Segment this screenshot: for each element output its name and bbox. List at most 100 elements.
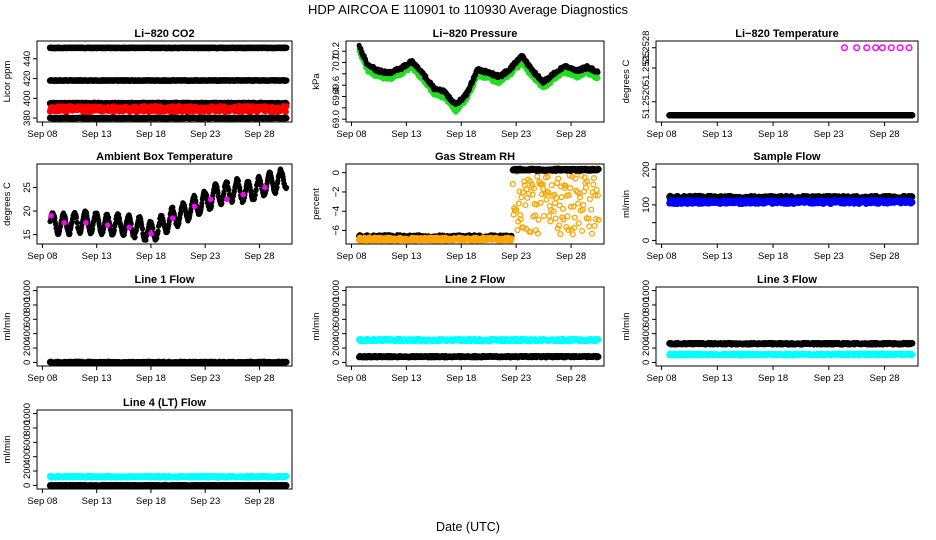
data-point <box>156 220 162 226</box>
x-tick-label: Sep 23 <box>190 129 220 140</box>
x-tick-label: Sep 13 <box>702 251 732 262</box>
data-point <box>556 202 563 209</box>
data-point <box>514 227 521 234</box>
data-point <box>224 180 231 186</box>
data-point <box>555 175 562 182</box>
data-point <box>896 44 904 52</box>
y-tick-label: 20 <box>22 206 33 217</box>
x-tick-label: Sep 28 <box>244 129 274 140</box>
data-point <box>586 196 593 203</box>
data-point <box>543 196 550 203</box>
y-tick-label: 200 <box>641 161 652 177</box>
data-layer <box>666 44 916 119</box>
data-point <box>262 184 268 191</box>
y-tick-label: 69.0 <box>331 110 342 129</box>
data-point <box>191 203 198 210</box>
y-tick-label: 380 <box>22 110 33 126</box>
figure-title: HDP AIRCOA E 110901 to 110930 Average Di… <box>308 2 628 17</box>
data-point <box>155 228 161 234</box>
x-tick-label: Sep 28 <box>244 251 274 262</box>
data-point <box>529 191 536 198</box>
data-point <box>554 225 561 232</box>
data-point <box>525 190 532 197</box>
data-point <box>208 203 215 209</box>
series-ambient <box>355 234 515 244</box>
data-point <box>532 212 539 219</box>
data-point <box>89 226 96 232</box>
series-sample <box>46 103 290 116</box>
data-point <box>567 203 574 210</box>
data-point <box>215 190 221 196</box>
panel-pressure: Li−820 PressurekPa69.069.469.670.070.2Se… <box>311 28 605 140</box>
x-tick-label: Sep 28 <box>869 129 899 140</box>
data-point <box>585 215 592 222</box>
data-point <box>575 220 582 227</box>
data-point <box>83 220 89 226</box>
data-point <box>283 77 290 84</box>
data-point <box>516 188 523 195</box>
data-point <box>538 191 545 198</box>
data-point <box>547 218 554 225</box>
data-point <box>595 69 601 75</box>
panel-title: Ambient Box Temperature <box>96 151 233 163</box>
x-tick-label: Sep 23 <box>814 129 844 140</box>
data-point <box>564 213 571 220</box>
x-tick-label: Sep 13 <box>391 251 421 262</box>
data-point <box>221 188 227 195</box>
panel-title: Gas Stream RH <box>435 151 515 163</box>
data-point <box>139 226 146 232</box>
data-point <box>909 112 916 119</box>
plot-frame <box>655 163 919 245</box>
data-point <box>555 222 563 229</box>
data-point <box>577 194 584 201</box>
data-point <box>872 44 880 52</box>
data-point <box>518 194 525 201</box>
data-point <box>586 223 593 230</box>
data-point <box>219 200 225 207</box>
y-tick-label: 420 <box>22 71 33 87</box>
y-tick-label: 400 <box>22 90 33 106</box>
x-tick-label: Sep 23 <box>814 251 844 262</box>
data-point <box>592 216 599 223</box>
data-point <box>546 212 553 219</box>
data-point <box>565 226 572 234</box>
data-point <box>106 215 112 221</box>
data-point <box>548 182 555 189</box>
data-point <box>571 224 578 231</box>
y-tick-label: 51.2525 <box>641 51 652 85</box>
y-tick-label: 0 <box>331 170 342 175</box>
data-point <box>840 44 848 52</box>
data-point <box>595 165 602 173</box>
data-point <box>274 184 280 190</box>
data-point <box>104 222 111 228</box>
data-point <box>513 206 520 213</box>
series-flow-2 <box>666 197 916 208</box>
data-point <box>240 191 246 198</box>
data-point <box>863 44 871 52</box>
data-point <box>588 230 595 237</box>
x-tick-label: Sep 08 <box>336 129 366 140</box>
data-point <box>207 196 214 203</box>
data-point <box>132 234 138 240</box>
data-point <box>527 228 534 236</box>
data-point <box>545 189 552 196</box>
x-tick-label: Sep 08 <box>27 251 57 262</box>
y-axis-label: degrees C <box>621 59 632 103</box>
x-tick-label: Sep 23 <box>501 129 531 140</box>
data-point <box>534 230 541 237</box>
y-tick-label: 15 <box>22 229 33 240</box>
data-point <box>584 178 591 185</box>
data-point <box>283 184 290 191</box>
data-point <box>126 224 133 231</box>
y-axis-label: Licor ppm <box>2 61 13 103</box>
series-top <box>509 165 602 174</box>
data-layer <box>47 166 290 243</box>
data-point <box>519 189 526 196</box>
y-tick-label: 440 <box>22 51 33 67</box>
series-reference-high <box>46 44 290 52</box>
data-point <box>74 220 80 226</box>
